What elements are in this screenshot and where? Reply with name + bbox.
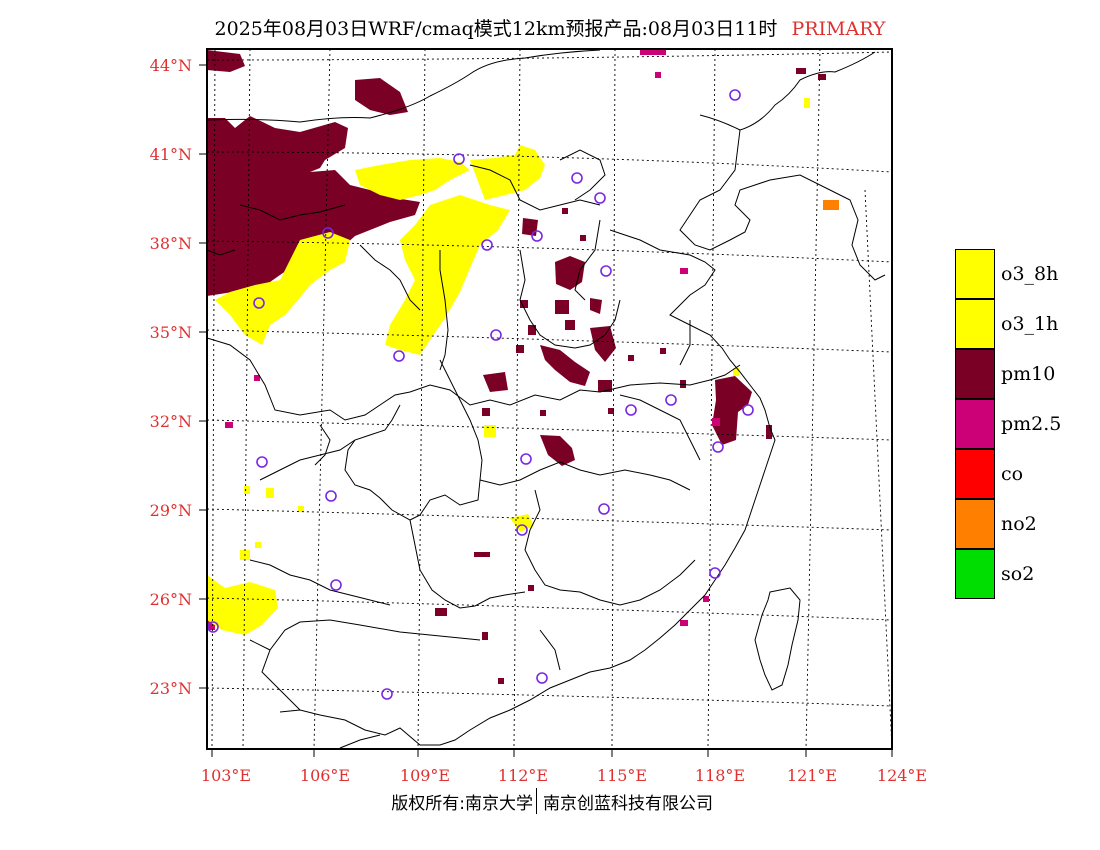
boundaries bbox=[207, 49, 886, 749]
lat-label-23: 23°N bbox=[149, 679, 192, 698]
o3-patches bbox=[207, 98, 810, 635]
lon-label-103: 103°E bbox=[200, 766, 252, 785]
legend-label: no2 bbox=[1001, 513, 1037, 535]
legend-label: co bbox=[1001, 463, 1024, 485]
copyright-left: 版权所有:南京大学 bbox=[391, 794, 533, 814]
lat-label-44: 44°N bbox=[149, 56, 192, 75]
title-tag: PRIMARY bbox=[791, 18, 886, 40]
legend-label: o3_1h bbox=[1001, 313, 1059, 335]
graticule bbox=[207, 49, 892, 749]
lon-label-124: 124°E bbox=[876, 766, 928, 785]
lat-label-29: 29°N bbox=[149, 501, 192, 520]
lat-label-32: 32°N bbox=[149, 412, 192, 431]
map-title: 2025年08月03日WRF/cmaq模式12km预报产品:08月03日11时 P… bbox=[0, 14, 1100, 41]
legend-swatch bbox=[955, 549, 995, 599]
lat-label-35: 35°N bbox=[149, 323, 192, 342]
footer-divider bbox=[536, 788, 537, 814]
axis-ticks bbox=[199, 64, 893, 757]
legend-label: so2 bbox=[1001, 563, 1035, 585]
legend-swatch bbox=[955, 299, 995, 349]
no2-patches bbox=[823, 200, 839, 210]
title-text: 2025年08月03日WRF/cmaq模式12km预报产品:08月03日11时 bbox=[214, 18, 778, 40]
lon-label-112: 112°E bbox=[497, 766, 549, 785]
lon-label-109: 109°E bbox=[399, 766, 451, 785]
pm10-patches bbox=[207, 50, 826, 684]
copyright-right: 南京创蓝科技有限公司 bbox=[543, 794, 713, 814]
lon-label-115: 115°E bbox=[596, 766, 648, 785]
station-markers bbox=[207, 89, 754, 700]
legend-swatch bbox=[955, 449, 995, 499]
lat-label-41: 41°N bbox=[149, 145, 192, 164]
legend-swatch bbox=[955, 499, 995, 549]
pm25-patches bbox=[207, 49, 720, 630]
legend-label: pm10 bbox=[1001, 363, 1056, 385]
legend-swatch bbox=[955, 249, 995, 299]
legend-swatch bbox=[955, 399, 995, 449]
legend-label: pm2.5 bbox=[1001, 413, 1062, 435]
lat-label-26: 26°N bbox=[149, 590, 192, 609]
lon-label-121: 121°E bbox=[786, 766, 838, 785]
map-frame bbox=[206, 48, 893, 750]
legend-swatch bbox=[955, 349, 995, 399]
lon-label-118: 118°E bbox=[694, 766, 746, 785]
lat-label-38: 38°N bbox=[149, 234, 192, 253]
lon-label-106: 106°E bbox=[299, 766, 351, 785]
legend-label: o3_8h bbox=[1001, 263, 1059, 285]
